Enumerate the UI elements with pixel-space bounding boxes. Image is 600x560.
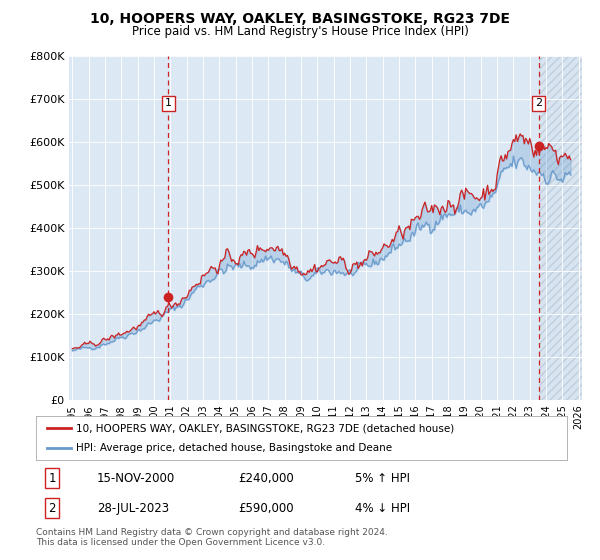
Text: 15-NOV-2000: 15-NOV-2000 — [97, 472, 175, 484]
Text: 1: 1 — [165, 99, 172, 108]
Text: 10, HOOPERS WAY, OAKLEY, BASINGSTOKE, RG23 7DE: 10, HOOPERS WAY, OAKLEY, BASINGSTOKE, RG… — [90, 12, 510, 26]
Text: 4% ↓ HPI: 4% ↓ HPI — [355, 502, 410, 515]
Text: 5% ↑ HPI: 5% ↑ HPI — [355, 472, 410, 484]
Bar — [539, 56, 595, 400]
Text: 2: 2 — [48, 502, 56, 515]
Text: 28-JUL-2023: 28-JUL-2023 — [97, 502, 169, 515]
Text: £240,000: £240,000 — [238, 472, 293, 484]
Text: £590,000: £590,000 — [238, 502, 293, 515]
Text: Price paid vs. HM Land Registry's House Price Index (HPI): Price paid vs. HM Land Registry's House … — [131, 25, 469, 38]
Text: Contains HM Land Registry data © Crown copyright and database right 2024.
This d: Contains HM Land Registry data © Crown c… — [36, 528, 388, 547]
Text: 10, HOOPERS WAY, OAKLEY, BASINGSTOKE, RG23 7DE (detached house): 10, HOOPERS WAY, OAKLEY, BASINGSTOKE, RG… — [76, 423, 454, 433]
Text: 1: 1 — [48, 472, 56, 484]
Text: HPI: Average price, detached house, Basingstoke and Deane: HPI: Average price, detached house, Basi… — [76, 443, 392, 453]
Bar — [539, 56, 595, 400]
Text: 2: 2 — [535, 99, 542, 108]
